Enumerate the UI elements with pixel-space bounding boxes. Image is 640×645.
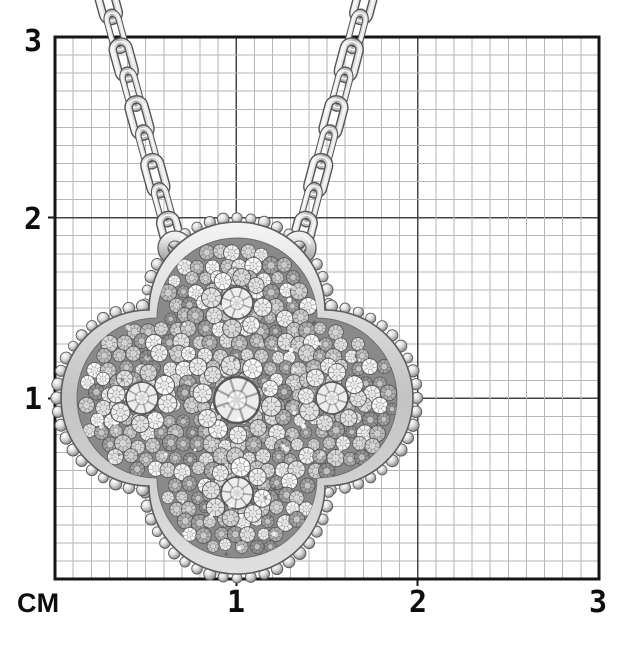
y-tick-label-1: 1 (24, 382, 42, 417)
pave-stones (77, 241, 397, 556)
x-tick-label-3: 3 (589, 585, 607, 620)
pendant-necklace (50, 0, 424, 584)
x-tick-label-2: 2 (409, 585, 427, 620)
y-tick-label-2: 2 (24, 202, 42, 237)
x-tick-label-1: 1 (227, 585, 245, 620)
axis-labels: 3 2 1 1 2 3 СМ (17, 24, 607, 620)
unit-label-cm: СМ (17, 588, 60, 618)
y-tick-label-3: 3 (24, 24, 42, 59)
